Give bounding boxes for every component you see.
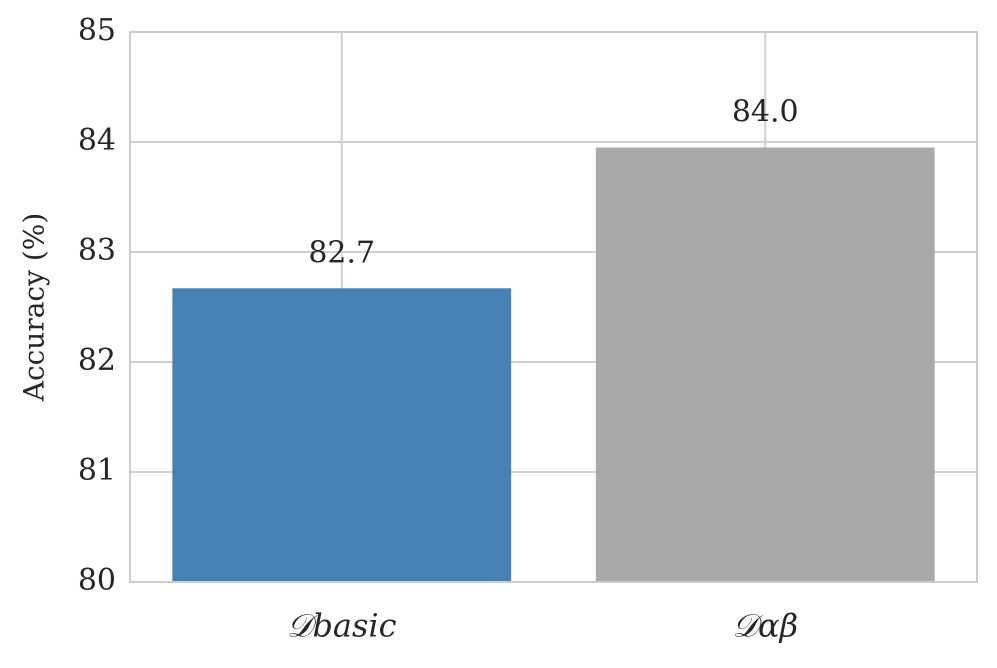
y-tick-label: 80: [78, 563, 116, 598]
y-tick-label: 84: [78, 123, 116, 158]
value-label: 84.0: [732, 95, 799, 130]
x-tick-label: 𝒟basic: [287, 607, 397, 645]
bar: [172, 288, 512, 582]
y-tick-label: 82: [78, 343, 116, 378]
x-tick-label: 𝒟αβ: [732, 607, 798, 645]
plot-frame: [129, 31, 978, 583]
y-axis-label: Accuracy (%): [18, 213, 51, 403]
y-tick-label: 81: [78, 453, 116, 488]
y-tick-label: 83: [78, 233, 116, 268]
bar: [595, 147, 935, 582]
value-label: 82.7: [308, 235, 375, 270]
y-tick-label: 85: [78, 13, 116, 48]
